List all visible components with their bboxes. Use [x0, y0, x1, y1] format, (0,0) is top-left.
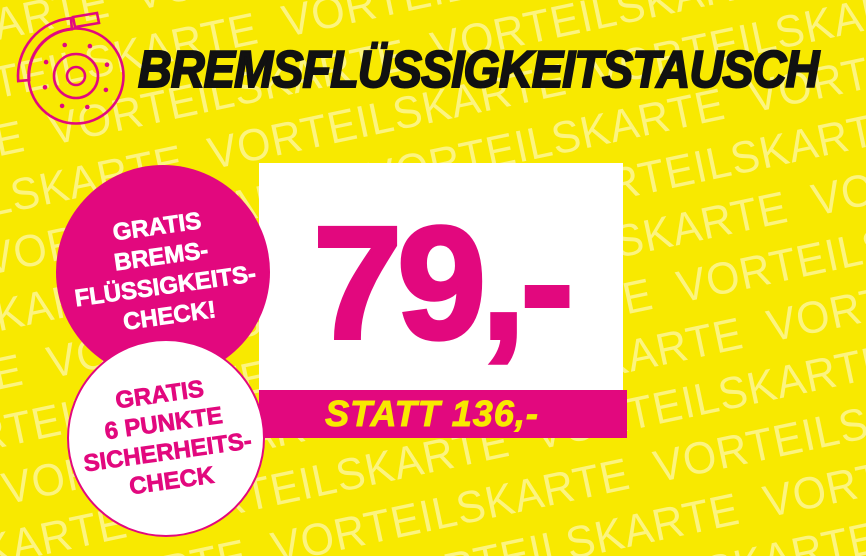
price-panel: 79,- [259, 163, 623, 391]
page-title: BREMSFLÜSSIGKEITSTAUSCH [137, 41, 820, 99]
brake-disc-icon [16, 11, 125, 125]
free-brake-fluid-check-text: GRATIS BREMS- FLÜSSIGKEITS- CHECK! [64, 200, 262, 344]
previous-price-label: STATT 136,- [325, 393, 539, 435]
previous-price-bar: STATT 136,- [259, 390, 627, 438]
free-safety-check-text: GRATIS 6 PUNKTE SICHERHEITS- CHECK [74, 369, 258, 507]
free-safety-check-badge: GRATIS 6 PUNKTE SICHERHEITS- CHECK [67, 339, 265, 537]
price-value: 79,- [311, 193, 576, 372]
